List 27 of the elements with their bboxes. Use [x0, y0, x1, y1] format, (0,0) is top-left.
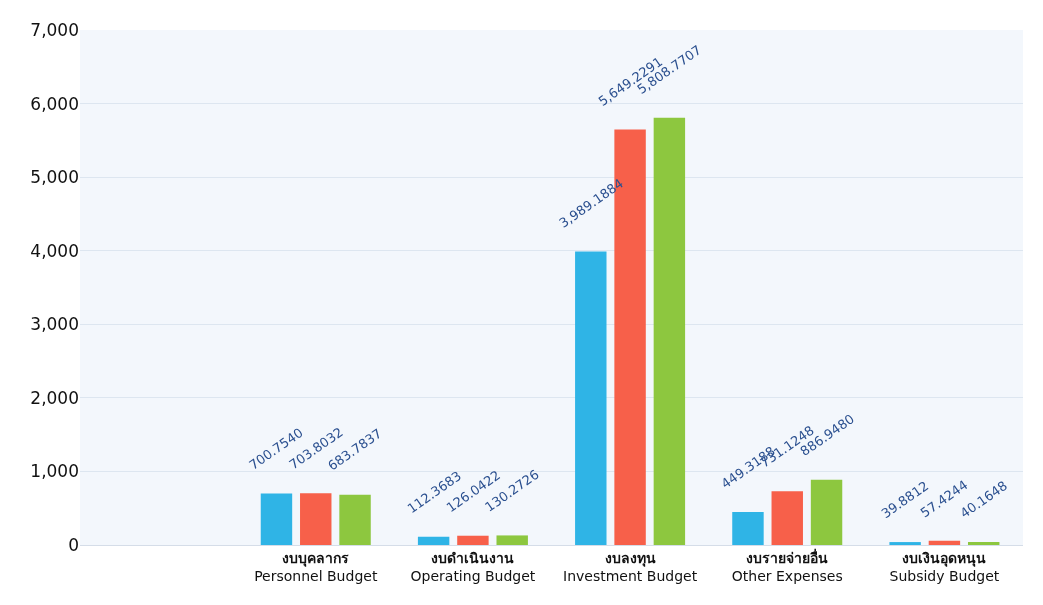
bar — [260, 493, 293, 545]
bar — [339, 494, 371, 545]
bar — [810, 479, 843, 545]
bar — [653, 117, 686, 545]
y-tick-label: 1,000 — [30, 461, 79, 482]
bar — [889, 542, 921, 545]
y-tick-label: 0 — [68, 534, 79, 555]
x-tick-label: งบลงทุน Investment Budget — [563, 549, 698, 584]
bar — [732, 511, 764, 545]
y-tick-label: 4,000 — [30, 240, 79, 261]
bar — [417, 536, 450, 545]
bar — [967, 542, 1000, 545]
y-tick-label: 5,000 — [30, 167, 79, 188]
x-tick-label: งบบุคลากร Personnel Budget — [254, 549, 378, 584]
bar — [928, 540, 961, 545]
y-tick-label: 7,000 — [30, 19, 79, 40]
bar — [575, 251, 607, 545]
y-tick-label: 3,000 — [30, 314, 79, 335]
bar — [457, 535, 489, 545]
bar — [300, 493, 332, 545]
bar — [771, 491, 803, 545]
x-tick-label: งบเงินอุดหนุน Subsidy Budget — [889, 549, 1000, 584]
y-tick-label: 2,000 — [30, 387, 79, 408]
x-tick-label: งบดำเนินงาน Operating Budget — [410, 549, 536, 584]
x-tick-label: งบรายจ่ายอื่น Other Expenses — [731, 547, 843, 584]
bar — [496, 535, 528, 545]
y-tick-label: 6,000 — [30, 93, 79, 114]
